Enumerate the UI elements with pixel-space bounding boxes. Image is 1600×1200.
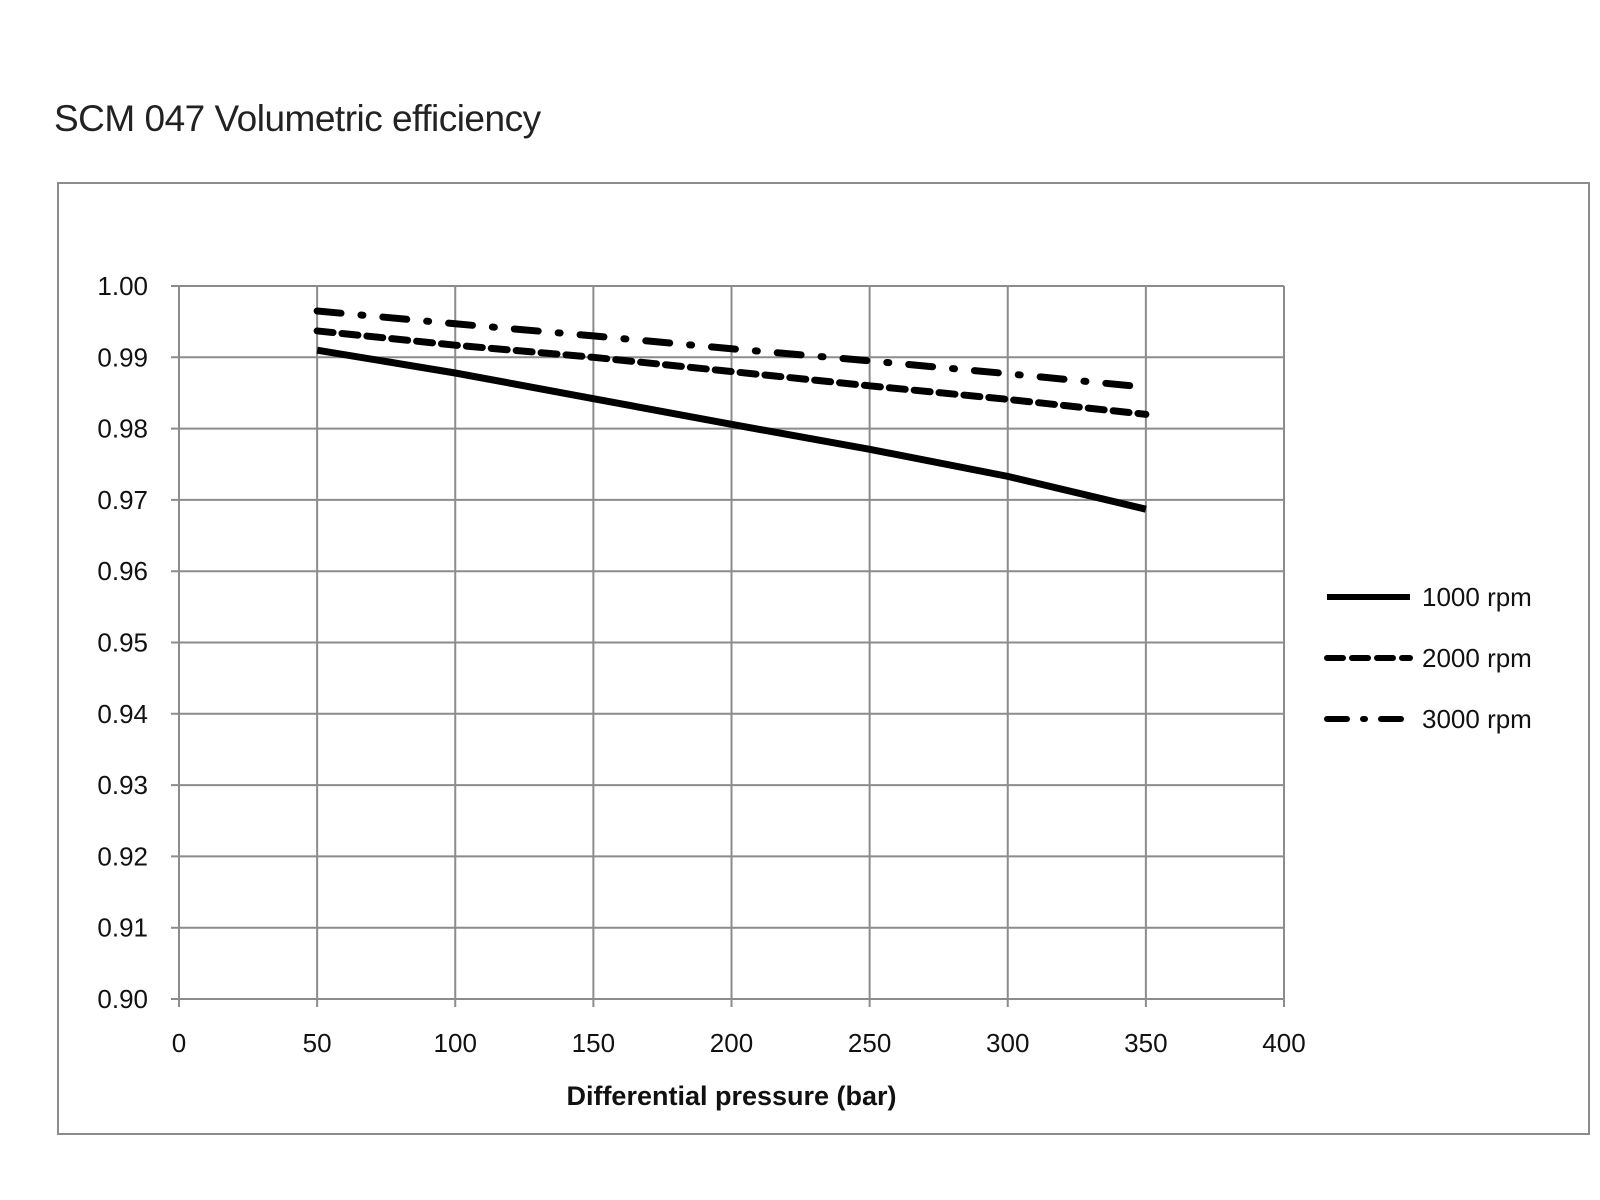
y-tick-label: 0.98	[97, 414, 148, 444]
y-tick-label: 0.92	[97, 841, 148, 871]
legend-label: 2000 rpm	[1422, 643, 1532, 673]
y-tick-label: 0.99	[97, 342, 148, 372]
y-tick-label: 0.97	[97, 485, 148, 515]
y-tick-label: 1.00	[97, 271, 148, 301]
x-tick-label: 350	[1124, 1028, 1167, 1058]
x-tick-label: 150	[572, 1028, 615, 1058]
series-line-2000-rpm	[313, 327, 1150, 418]
x-tick-label: 100	[434, 1028, 477, 1058]
legend-label: 1000 rpm	[1422, 582, 1532, 612]
x-tick-label: 0	[172, 1028, 186, 1058]
x-tick-label: 50	[303, 1028, 332, 1058]
y-tick-label: 0.91	[97, 913, 148, 943]
series-line-3000-rpm	[313, 307, 1150, 391]
y-tick-label: 0.94	[97, 699, 148, 729]
chart-title: SCM 047 Volumetric efficiency	[54, 98, 541, 139]
series-line-1000-rpm	[316, 346, 1147, 513]
chart-frame	[57, 182, 1590, 1135]
y-tick-label: 0.95	[97, 628, 148, 658]
x-tick-label: 200	[710, 1028, 753, 1058]
x-tick-label: 300	[986, 1028, 1029, 1058]
y-tick-label: 0.93	[97, 770, 148, 800]
legend-label: 3000 rpm	[1422, 704, 1532, 734]
x-tick-label: 400	[1262, 1028, 1305, 1058]
x-tick-label: 250	[848, 1028, 891, 1058]
x-axis-title: Differential pressure (bar)	[566, 1081, 896, 1111]
y-tick-label: 0.90	[97, 984, 148, 1014]
y-tick-label: 0.96	[97, 556, 148, 586]
